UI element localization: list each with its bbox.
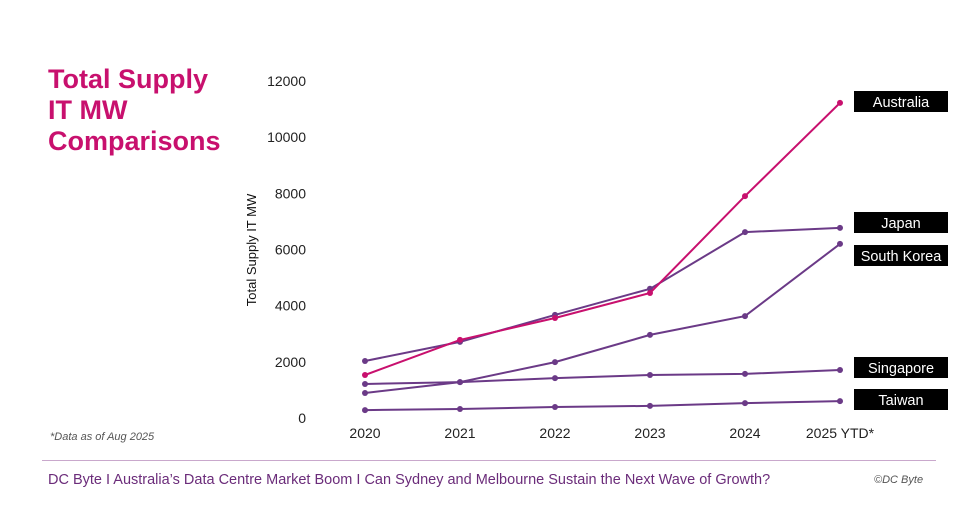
data-point: [552, 359, 558, 366]
footer-divider: [42, 460, 936, 461]
data-point: [362, 372, 368, 378]
data-point: [742, 193, 748, 200]
line-chart: 0 2000 4000 6000 8000 10000 12000 Total Supply…: [244, 73, 948, 441]
y-tick-label: 10000: [267, 129, 306, 145]
series-lines: [362, 99, 843, 414]
data-point: [362, 358, 368, 364]
data-point: [837, 398, 843, 405]
legend-text: South Korea: [861, 249, 943, 265]
x-tick-label: 2025 YTD*: [806, 425, 875, 441]
x-tick-label: 2023: [634, 425, 665, 441]
series-australia: [362, 99, 843, 378]
data-point: [742, 370, 748, 377]
data-point: [742, 313, 748, 320]
series-line: [364, 226, 841, 362]
series-line: [364, 369, 841, 385]
y-axis-ticks: 0 2000 4000 6000 8000 10000 12000: [267, 73, 306, 426]
legend-label-japan: Japan: [854, 212, 948, 233]
x-axis-ticks: 2020 2021 2022 2023 2024 2025 YTD*: [349, 425, 874, 441]
data-point: [647, 331, 653, 338]
legend-text: Singapore: [868, 361, 934, 377]
series-japan: [362, 224, 843, 364]
footer-part2: Can Sydney and Melbourne Sustain the Nex…: [364, 472, 771, 488]
legend-label-taiwan: Taiwan: [854, 389, 948, 410]
title-line: IT MW: [48, 95, 128, 125]
data-point: [647, 372, 653, 378]
data-point: [742, 400, 748, 407]
data-point: [552, 375, 558, 382]
legend: Australia Japan South Korea Singapore Taiwan: [854, 91, 948, 410]
series-line: [364, 102, 841, 376]
data-point: [647, 402, 653, 409]
x-tick-label: 2020: [349, 425, 380, 441]
data-point: [742, 229, 748, 236]
copyright: ©DC Byte: [874, 474, 924, 486]
data-point: [837, 367, 843, 373]
data-point: [362, 381, 368, 387]
legend-label-south-korea: South Korea: [854, 245, 948, 266]
y-tick-label: 2000: [275, 354, 306, 370]
data-point: [647, 290, 653, 296]
y-tick-label: 6000: [275, 242, 306, 258]
x-tick-label: 2022: [539, 425, 570, 441]
y-tick-label: 4000: [275, 298, 306, 314]
data-point: [552, 404, 558, 410]
chart-title: Total Supply IT MW Comparisons: [48, 64, 248, 157]
x-tick-label: 2021: [444, 425, 475, 441]
legend-text: Japan: [881, 216, 921, 232]
legend-box: [854, 389, 948, 410]
data-point: [837, 224, 843, 231]
legend-box: [854, 91, 948, 112]
data-point: [457, 379, 463, 386]
y-tick-label: 12000: [267, 73, 306, 89]
series-taiwan: [362, 398, 843, 414]
legend-text: Taiwan: [878, 393, 923, 409]
series-line: [364, 243, 841, 394]
legend-box: [854, 212, 948, 233]
data-point: [837, 99, 843, 106]
data-note: *Data as of Aug 2025: [50, 431, 155, 443]
data-point: [362, 407, 368, 414]
data-point: [457, 406, 463, 412]
legend-label-australia: Australia: [854, 91, 948, 112]
legend-label-singapore: Singapore: [854, 357, 948, 378]
legend-box: [854, 245, 948, 266]
footer-part1: DC Byte I Australia’s Data Centre Market…: [48, 472, 361, 488]
data-point: [552, 315, 558, 321]
y-tick-label: 0: [298, 410, 306, 426]
series-line: [364, 400, 841, 412]
legend-box: [854, 357, 948, 378]
title-line: Total Supply: [48, 64, 208, 94]
data-point: [457, 336, 463, 343]
footer-text: DC Byte I Australia’s Data Centre Market…: [48, 472, 770, 488]
data-point: [362, 390, 368, 396]
title-line: Comparisons: [48, 126, 221, 156]
series-singapore: [362, 367, 843, 387]
y-axis-label: Total Supply IT MW: [244, 193, 259, 306]
y-tick-label: 8000: [275, 185, 306, 201]
legend-text: Australia: [873, 95, 930, 111]
data-point: [837, 240, 843, 247]
x-tick-label: 2024: [729, 425, 760, 441]
